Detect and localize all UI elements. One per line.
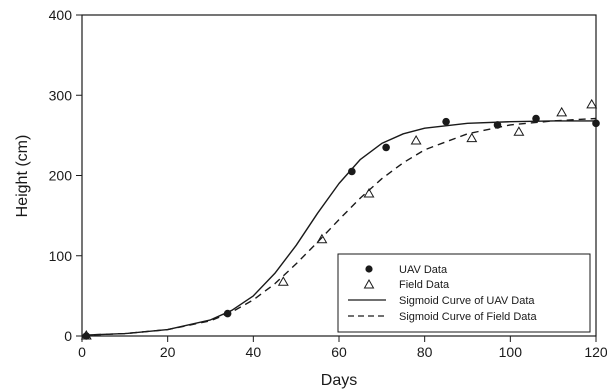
field-data-point bbox=[363, 187, 375, 198]
x-tick-label: 20 bbox=[160, 344, 176, 360]
legend-label-field-data: Field Data bbox=[399, 279, 450, 291]
legend: UAV Data Field Data Sigmoid Curve of UAV… bbox=[337, 253, 591, 333]
x-tick-label: 60 bbox=[331, 344, 347, 360]
sigmoid-curve-field bbox=[81, 117, 597, 336]
field-data-point bbox=[80, 329, 92, 340]
uav-data-point bbox=[493, 121, 502, 129]
x-tick-label: 80 bbox=[417, 344, 433, 360]
y-tick-label: 400 bbox=[49, 7, 73, 23]
y-tick-label: 200 bbox=[49, 168, 73, 184]
field-data-point bbox=[277, 276, 289, 286]
legend-box bbox=[337, 253, 591, 333]
x-axis: 0 20 40 60 80 100 120 bbox=[78, 336, 607, 360]
curves bbox=[81, 117, 597, 336]
x-tick-label: 100 bbox=[499, 344, 523, 360]
legend-label-sigmoid-field: Sigmoid Curve of Field Data bbox=[399, 311, 537, 323]
y-tick-label: 100 bbox=[49, 248, 73, 264]
y-tick-label: 0 bbox=[64, 328, 72, 344]
legend-symbol-uav-data bbox=[365, 265, 373, 273]
x-tick-label: 40 bbox=[246, 344, 262, 360]
x-axis-title: Days bbox=[321, 372, 357, 389]
x-tick-label: 120 bbox=[584, 344, 607, 360]
field-data-point bbox=[586, 98, 598, 109]
y-axis-title: Height (cm) bbox=[14, 135, 31, 218]
uav-data-point bbox=[532, 114, 540, 123]
field-data-point bbox=[316, 233, 328, 244]
uav-data-point bbox=[442, 117, 450, 126]
y-axis: 0 100 200 300 400 bbox=[49, 7, 82, 344]
x-tick-label: 0 bbox=[78, 344, 86, 360]
y-tick-label: 300 bbox=[49, 87, 73, 103]
field-data-point bbox=[513, 126, 525, 136]
field-data-point bbox=[410, 134, 422, 145]
uav-data-point bbox=[348, 167, 356, 176]
uav-data-point bbox=[382, 143, 390, 152]
field-data-point bbox=[466, 132, 478, 143]
data-points bbox=[80, 98, 600, 340]
uav-data-point bbox=[592, 119, 600, 128]
legend-symbol-field-data bbox=[363, 278, 375, 289]
uav-data-point bbox=[223, 309, 232, 318]
field-data-point bbox=[556, 106, 568, 117]
sigmoid-curve-uav bbox=[81, 120, 596, 336]
legend-label-sigmoid-uav: Sigmoid Curve of UAV Data bbox=[399, 295, 535, 307]
legend-label-uav-data: UAV Data bbox=[399, 264, 448, 276]
